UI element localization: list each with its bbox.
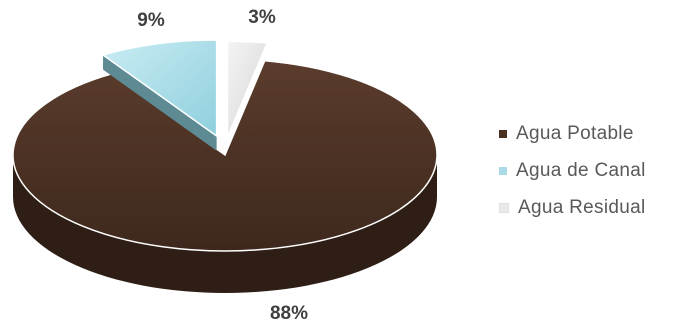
- legend-item-agua-de-canal: Agua de Canal: [499, 158, 646, 184]
- data-label-agua-residual: 3%: [248, 7, 276, 28]
- slice-top-agua-de-canal: [101, 39, 218, 138]
- pie-slice-agua-potable: [12, 59, 438, 293]
- legend-label-agua-de-canal: Agua de Canal: [516, 160, 646, 181]
- slice-side-agua-potable: [13, 155, 437, 293]
- pie-slice-agua-de-canal: [101, 39, 218, 151]
- legend-item-agua-potable: Agua Potable: [499, 121, 646, 147]
- chart-legend: Agua Potable Agua de Canal Agua Residual: [499, 121, 646, 221]
- legend-item-agua-residual: Agua Residual: [499, 195, 646, 221]
- slice-top-agua-residual: [226, 40, 269, 138]
- legend-label-agua-residual: Agua Residual: [518, 197, 646, 218]
- legend-swatch-agua-residual: [499, 203, 509, 213]
- data-label-agua-potable: 88%: [269, 303, 309, 324]
- data-label-agua-de-canal: 9%: [137, 10, 165, 31]
- slice-top-agua-potable: [12, 59, 438, 252]
- pie-slice-agua-residual: [226, 40, 269, 138]
- slice-wall-agua-de-canal: [103, 54, 217, 151]
- legend-label-agua-potable: Agua Potable: [516, 123, 634, 144]
- legend-swatch-agua-de-canal: [499, 167, 507, 175]
- legend-swatch-agua-potable: [499, 130, 507, 138]
